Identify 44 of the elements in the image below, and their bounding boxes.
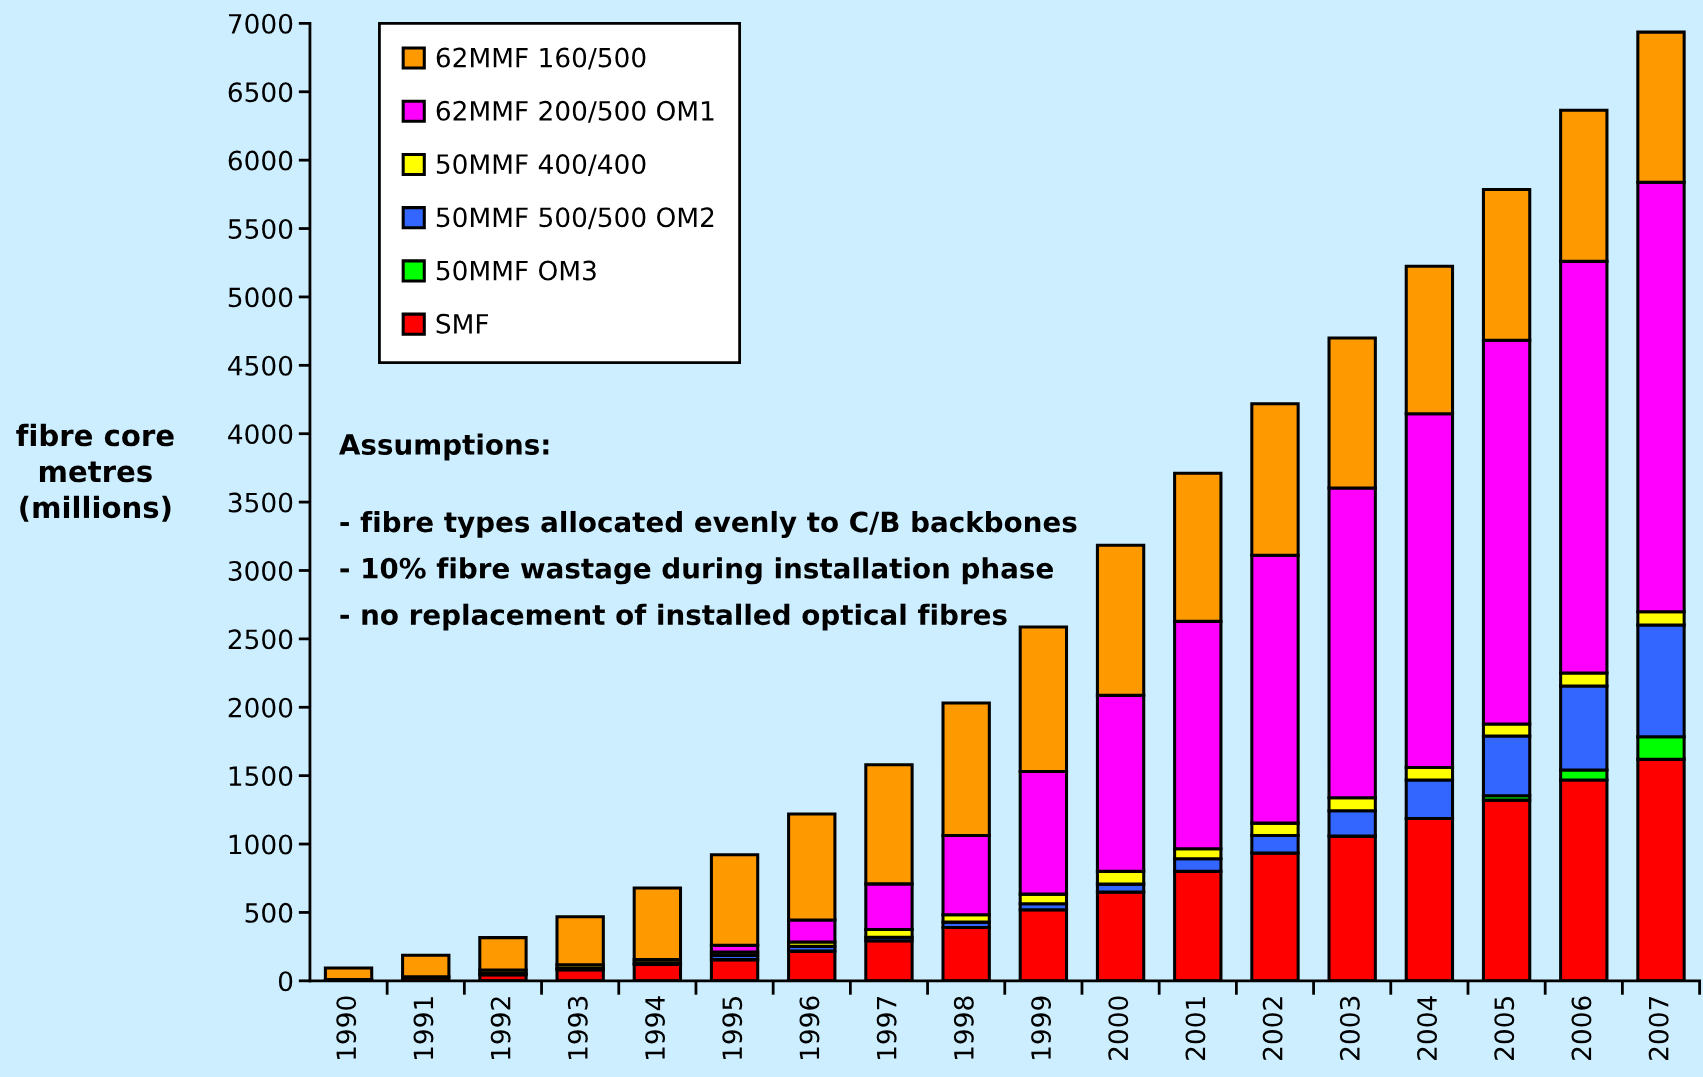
legend-label: 62MMF 160/500 bbox=[436, 47, 646, 70]
y-tick-label: 4000 bbox=[228, 424, 293, 445]
y-tick-label: 3000 bbox=[228, 560, 293, 581]
y-tick-label: 7000 bbox=[228, 13, 293, 34]
y-tick-label: 0 bbox=[278, 971, 293, 992]
legend-label: 50MMF 500/500 OM2 bbox=[436, 207, 714, 230]
annotation: Assumptions: bbox=[339, 433, 549, 461]
x-tick-label: 1994 bbox=[645, 996, 666, 1059]
x-tick-label: 2006 bbox=[1571, 996, 1592, 1060]
y-tick-label: 1500 bbox=[229, 766, 293, 787]
y-tick-label: 4500 bbox=[228, 355, 293, 376]
legend-label: 62MMF 200/500 OM1 bbox=[436, 100, 714, 123]
annotation: - fibre types allocated evenly to C/B backbones bbox=[340, 510, 1077, 539]
x-tick-label: 1993 bbox=[567, 996, 588, 1059]
x-tick-label: 2000 bbox=[1108, 996, 1129, 1060]
y-tick-label: 5500 bbox=[228, 218, 293, 239]
legend-label: 50MMF OM3 bbox=[436, 260, 596, 281]
x-tick-label: 1997 bbox=[876, 996, 897, 1059]
legend-label: 50MMF 400/400 bbox=[436, 154, 646, 177]
x-tick-label: 2002 bbox=[1262, 997, 1283, 1060]
x-tick-label: 1995 bbox=[722, 997, 743, 1059]
x-tick-label: 1998 bbox=[953, 996, 974, 1059]
y-tick-label: 3500 bbox=[228, 492, 293, 513]
y-tick-label: 6000 bbox=[228, 150, 293, 171]
y-tick-label: 1000 bbox=[229, 834, 293, 855]
x-tick-label: 1992 bbox=[490, 997, 511, 1059]
annotation: - 10% fibre wastage during installation phase bbox=[340, 557, 1053, 585]
x-tick-label: 1999 bbox=[1031, 996, 1052, 1059]
annotation: - no replacement of installed optical fibres bbox=[340, 603, 1007, 631]
x-tick-label: 2003 bbox=[1339, 996, 1360, 1060]
x-tick-label: 2004 bbox=[1417, 996, 1438, 1060]
x-tick-label: 1996 bbox=[799, 996, 820, 1059]
y-tick-label: 2500 bbox=[228, 629, 293, 650]
y-tick-label: 5000 bbox=[228, 287, 293, 308]
y-tick-label: 2000 bbox=[228, 697, 293, 718]
x-tick-label: 2007 bbox=[1648, 996, 1669, 1060]
y-tick-label: 6500 bbox=[228, 82, 293, 103]
legend-label: SMF bbox=[436, 313, 489, 334]
x-tick-label: 2001 bbox=[1185, 997, 1206, 1060]
x-tick-label: 2005 bbox=[1494, 997, 1515, 1060]
x-tick-label: 1990 bbox=[336, 996, 357, 1059]
x-tick-label: 1991 bbox=[413, 997, 434, 1059]
y-axis-title: fibre core metres (millions) bbox=[16, 423, 174, 522]
y-tick-label: 500 bbox=[245, 902, 293, 923]
